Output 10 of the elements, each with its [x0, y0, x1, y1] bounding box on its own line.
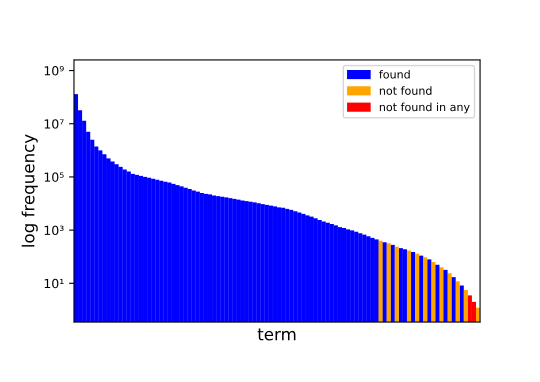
legend-label: not found [380, 86, 432, 95]
legend-label: found [379, 70, 410, 79]
y-axis-title: log frequency [22, 134, 38, 247]
y-tick-label: 10⁵ [44, 172, 64, 182]
y-tick-label: 10¹ [44, 278, 64, 288]
x-axis-title: term [258, 328, 296, 340]
legend-label: not found in any [380, 102, 470, 114]
y-tick-label: 10³ [44, 226, 64, 236]
y-tick-label: 10⁷ [44, 119, 64, 129]
y-tick-label: 10⁹ [44, 66, 64, 76]
